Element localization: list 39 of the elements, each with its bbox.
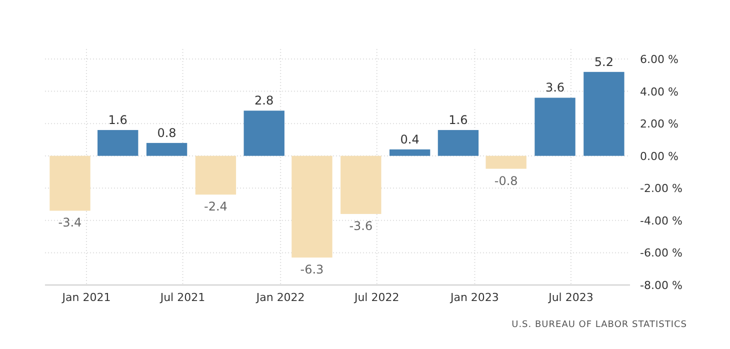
y-tick-label: -8.00 %: [640, 279, 682, 292]
data-label: 0.4: [400, 132, 420, 146]
bar: [534, 98, 576, 156]
y-tick-label: 2.00 %: [640, 118, 678, 131]
data-label: -2.4: [204, 200, 228, 214]
bar: [195, 156, 236, 195]
data-label: -3.4: [58, 216, 82, 230]
data-label: 1.6: [108, 113, 128, 128]
y-tick-label: 6.00 %: [640, 53, 678, 66]
bar: [50, 156, 90, 211]
x-tick-label: Jan 2022: [255, 291, 305, 304]
data-label: -6.3: [300, 262, 324, 277]
bar: [292, 156, 332, 258]
bar: [98, 130, 138, 156]
y-tick-label: 4.00 %: [640, 85, 678, 98]
data-label: -3.6: [349, 218, 373, 233]
bar: [486, 156, 526, 169]
data-label: 5.2: [594, 54, 614, 69]
y-tick-label: -2.00 %: [640, 182, 682, 196]
data-label: 3.6: [545, 80, 565, 95]
x-tick-label: Jul 2023: [548, 291, 594, 304]
data-label: 0.8: [157, 126, 176, 140]
x-tick-label: Jan 2021: [61, 291, 111, 304]
y-tick-label: -6.00 %: [640, 246, 682, 260]
bar: [244, 110, 284, 156]
data-label: 1.6: [448, 113, 468, 128]
y-tick-label: 0.00 %: [640, 150, 678, 163]
x-tick-label: Jul 2021: [159, 291, 206, 304]
data-label: 2.8: [254, 94, 274, 108]
y-tick-label: -4.00 %: [640, 214, 682, 228]
data-label: -0.8: [494, 174, 518, 188]
bar: [340, 156, 382, 214]
bar: [389, 149, 430, 156]
x-tick-label: Jan 2023: [449, 291, 499, 304]
x-tick-label: Jul 2022: [353, 291, 400, 304]
bar: [146, 142, 188, 156]
bar: [584, 72, 624, 156]
text: U.S. BUREAU OF LABOR STATISTICS: [512, 320, 687, 330]
bar: [438, 130, 479, 156]
